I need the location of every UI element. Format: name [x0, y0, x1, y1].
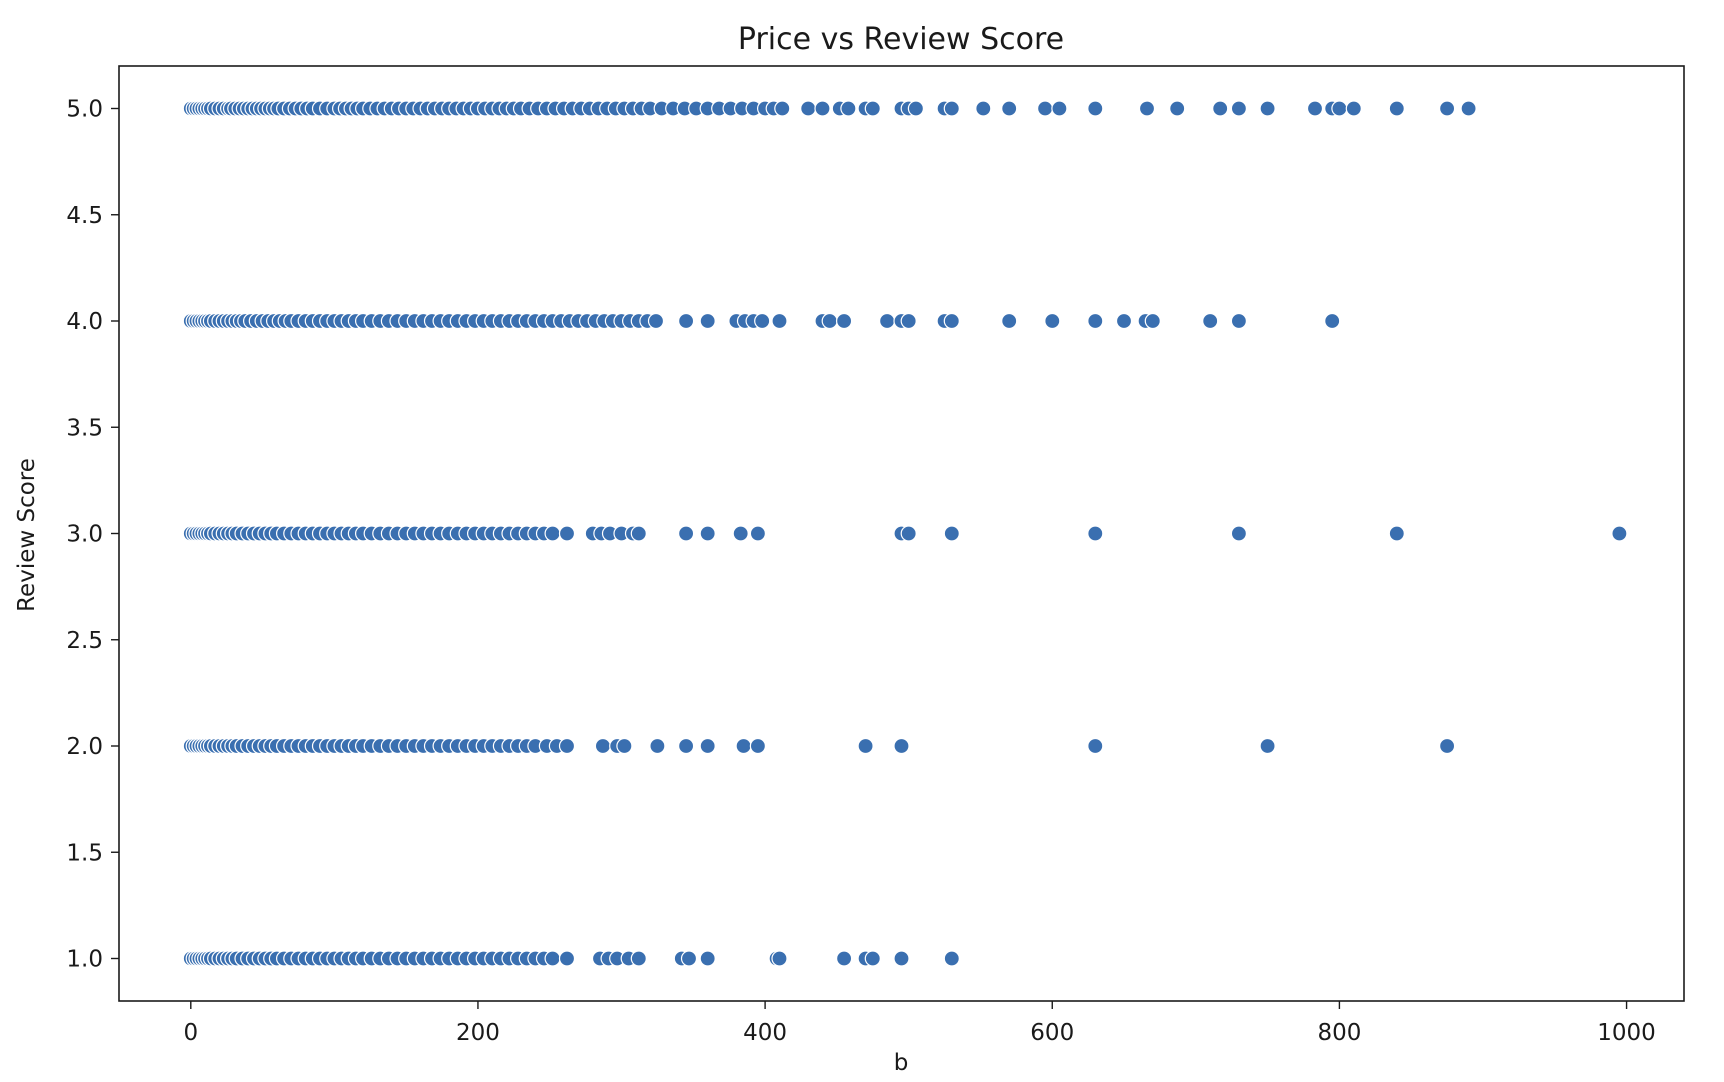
y-tick-label: 1.5 [66, 840, 103, 866]
data-point [1144, 312, 1161, 330]
data-point [893, 737, 910, 755]
x-tick-label: 0 [183, 1020, 198, 1046]
x-tick-label: 1000 [1597, 1020, 1656, 1046]
data-point [1087, 525, 1104, 542]
y-axis-ticks: 1.0 1.5 2.0 2.5 3.0 3.5 4.0 4.5 5.0 [66, 97, 119, 973]
data-point [1460, 100, 1477, 117]
data-point [840, 100, 857, 117]
x-tick-label: 200 [456, 1020, 500, 1046]
data-point [558, 525, 576, 542]
data-point [647, 312, 665, 330]
x-axis-label: b [894, 1050, 909, 1076]
data-point [943, 950, 960, 967]
data-point [1169, 100, 1186, 117]
data-point [835, 950, 853, 967]
data-point [1345, 100, 1362, 117]
data-point [544, 525, 561, 542]
data-point [975, 100, 992, 117]
data-point [835, 312, 853, 330]
data-point [749, 525, 767, 542]
x-tick-label: 800 [1317, 1020, 1361, 1046]
x-axis-ticks: 0 200 400 600 800 1000 [183, 1001, 1656, 1046]
data-point [677, 737, 695, 755]
data-point [1388, 100, 1405, 117]
y-axis-label: Review Score [14, 458, 40, 612]
data-point [821, 312, 838, 330]
data-point [943, 525, 960, 542]
data-point [732, 525, 749, 542]
data-point [749, 737, 767, 755]
y-tick-label: 3.5 [66, 415, 103, 441]
y-tick-label: 3.0 [66, 522, 103, 548]
data-point [857, 737, 874, 755]
data-point [1324, 312, 1341, 330]
data-point [814, 100, 831, 117]
chart-title: Price vs Review Score [738, 22, 1064, 57]
data-point [735, 737, 752, 755]
data-point [630, 950, 647, 967]
data-point [1259, 737, 1276, 755]
data-point [1611, 525, 1628, 542]
data-point [1087, 100, 1104, 117]
x-tick-label: 400 [743, 1020, 787, 1046]
data-point [699, 737, 716, 755]
data-point [900, 525, 917, 542]
data-point [680, 950, 698, 967]
data-point [544, 950, 561, 967]
data-point [1230, 525, 1248, 542]
data-point [558, 950, 576, 967]
data-point [630, 525, 647, 542]
data-point [1001, 312, 1018, 330]
data-point [864, 950, 881, 967]
data-point [907, 100, 925, 117]
data-point [1259, 100, 1276, 117]
data-point [1036, 100, 1054, 117]
data-point [774, 100, 791, 117]
data-point [699, 525, 716, 542]
data-point [1438, 737, 1456, 755]
data-point [771, 950, 788, 967]
data-point [893, 950, 910, 967]
data-point [943, 100, 960, 117]
data-point [1051, 100, 1068, 117]
y-tick-label: 4.0 [66, 309, 103, 335]
data-point [771, 312, 788, 330]
data-point [1202, 312, 1219, 330]
x-tick-label: 600 [1030, 1020, 1074, 1046]
data-point [943, 312, 960, 330]
data-point [616, 737, 633, 755]
y-tick-label: 4.5 [66, 203, 103, 229]
data-point [558, 737, 576, 755]
data-point [594, 737, 612, 755]
data-point [878, 312, 896, 330]
data-point [900, 312, 917, 330]
data-point [754, 312, 771, 330]
y-tick-label: 2.5 [66, 628, 103, 654]
y-tick-label: 1.0 [66, 947, 103, 973]
data-point [1001, 100, 1018, 117]
y-tick-label: 5.0 [66, 97, 103, 123]
data-point [1087, 312, 1104, 330]
data-point [699, 950, 716, 967]
y-tick-label: 2.0 [66, 734, 103, 760]
data-point [1438, 100, 1456, 117]
data-point [649, 737, 666, 755]
data-point [1306, 100, 1324, 117]
data-point [677, 525, 695, 542]
data-point [1230, 100, 1248, 117]
data-point [1388, 525, 1405, 542]
data-point [1212, 100, 1229, 117]
data-point [1138, 100, 1156, 117]
data-point [1115, 312, 1133, 330]
data-point [864, 100, 881, 117]
data-point [1087, 737, 1104, 755]
data-points [182, 100, 1628, 967]
data-point [699, 312, 716, 330]
data-point [1230, 312, 1248, 330]
data-point [1331, 100, 1348, 117]
data-point [800, 100, 817, 117]
data-point [677, 312, 695, 330]
data-point [1044, 312, 1061, 330]
